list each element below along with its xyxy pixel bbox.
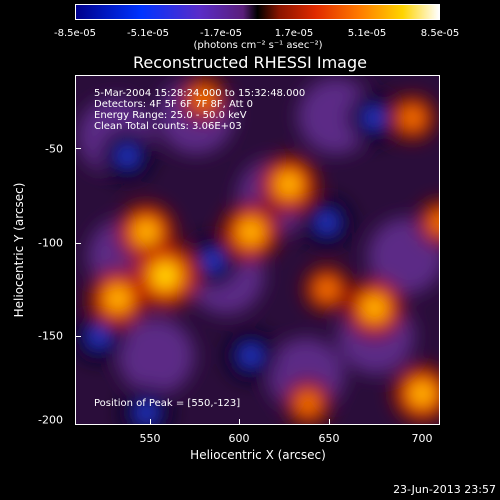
colorbar-tick: 1.7e-05 [274, 28, 314, 39]
colorbar [75, 4, 440, 20]
negative-core [202, 250, 223, 271]
annotation-detectors: Detectors: 4F 5F 6F 7F 8F, Att 0 [94, 99, 254, 110]
x-tick-mark [329, 419, 330, 425]
emission-core [107, 288, 129, 310]
y-tick-label: -100 [38, 236, 63, 250]
emission-core [135, 221, 157, 243]
emission-core [240, 221, 262, 243]
x-tick-mark [239, 419, 240, 425]
emission-core [153, 263, 178, 288]
annotation-clean: Clean Total counts: 3.06E+03 [94, 121, 242, 132]
negative-core [316, 212, 337, 233]
annotation-peak: Position of Peak = [550,-123] [94, 398, 241, 409]
colorbar-tick: 8.5e-05 [420, 28, 460, 39]
y-tick-label: -50 [45, 142, 63, 156]
x-tick-label: 600 [228, 432, 250, 445]
y-tick-mark [75, 336, 81, 337]
emission-core [194, 90, 212, 108]
colorbar-units: (photons cm⁻² s⁻¹ asec⁻²) [193, 40, 323, 51]
negative-core [117, 145, 138, 166]
y-tick-mark [75, 148, 81, 149]
colorbar-tick: 5.1e-05 [347, 28, 387, 39]
x-tick-label: 700 [411, 432, 433, 445]
colorbar-tick: -1.7e-05 [200, 28, 242, 39]
negative-core [136, 402, 157, 423]
plot-area: 5-Mar-2004 15:28:24.000 to 15:32:48.000 … [75, 75, 440, 425]
purple-region [368, 218, 439, 294]
chart-title: Reconstructed RHESSI Image [133, 53, 367, 72]
y-axis-label: Heliocentric Y (arcsec) [12, 182, 26, 318]
negative-core [240, 345, 261, 366]
colorbar-tick: -8.5e-05 [54, 28, 96, 39]
x-tick-label: 550 [139, 432, 161, 445]
annotation-energy: Energy Range: 25.0 - 50.0 keV [94, 110, 247, 121]
emission-core [411, 383, 433, 405]
negative-core [364, 107, 385, 128]
emission-core [432, 214, 439, 231]
emission-core [363, 297, 385, 319]
emission-core [299, 394, 317, 412]
datestamp: 23-Jun-2013 23:57 [393, 483, 496, 496]
purple-region [118, 318, 194, 394]
x-tick-label: 650 [318, 432, 340, 445]
annotation-time: 5-Mar-2004 15:28:24.000 to 15:32:48.000 [94, 88, 306, 99]
negative-core [88, 326, 109, 347]
heatmap-image [76, 76, 439, 424]
emission-region [425, 206, 439, 238]
x-tick-mark [150, 419, 151, 425]
y-tick-label: -200 [38, 413, 63, 427]
x-axis-label: Heliocentric X (arcsec) [190, 448, 326, 462]
y-tick-label: -150 [38, 329, 63, 343]
colorbar-tick: -5.1e-05 [127, 28, 169, 39]
emission-core [404, 109, 421, 127]
y-tick-mark [75, 243, 81, 244]
emission-core [318, 280, 336, 298]
emission-core [278, 173, 300, 195]
